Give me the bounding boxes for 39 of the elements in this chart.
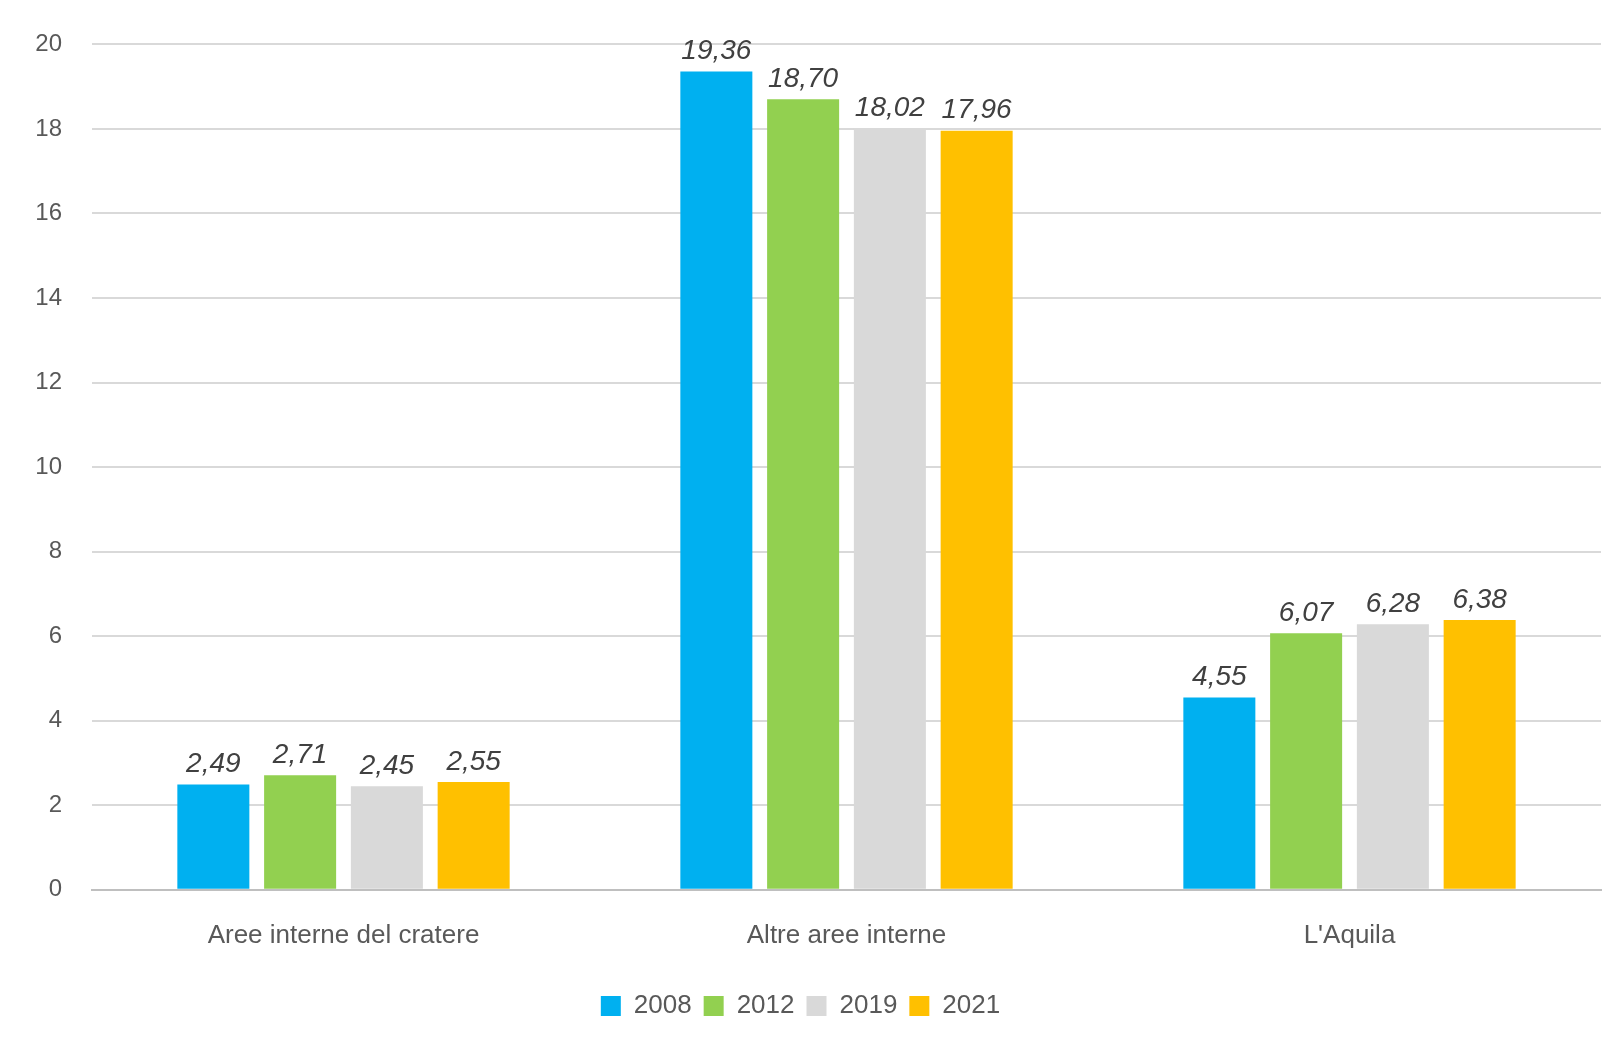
- data-label: 2,45: [358, 749, 415, 781]
- x-tick-label: Altre aree interne: [746, 918, 947, 949]
- y-tick-label: 20: [35, 29, 62, 57]
- y-tick-label: 4: [48, 705, 62, 733]
- data-label: 2,49: [185, 747, 241, 779]
- bar: [177, 784, 250, 889]
- x-tick-label: L'Aquila: [1303, 918, 1396, 949]
- bar: [1270, 633, 1343, 889]
- bar: [1183, 697, 1256, 889]
- legend-label: 2019: [839, 989, 898, 1020]
- y-tick-label: 2: [48, 789, 62, 817]
- y-tick-label: 16: [35, 198, 62, 226]
- data-label: 17,96: [941, 93, 1013, 125]
- bar: [264, 775, 337, 889]
- bar: [1443, 620, 1516, 889]
- legend-label: 2021: [942, 989, 1001, 1020]
- data-label: 18,02: [854, 90, 926, 122]
- data-label: 6,38: [1452, 582, 1508, 614]
- x-tick-label: Aree interne del cratere: [207, 918, 480, 949]
- data-label: 2,55: [445, 744, 502, 776]
- data-label: 2,71: [271, 738, 328, 770]
- bar: [940, 130, 1013, 889]
- bar: [767, 99, 840, 889]
- y-tick-label: 10: [35, 451, 62, 479]
- data-label: 6,28: [1365, 587, 1421, 619]
- data-label: 19,36: [681, 34, 752, 66]
- y-tick-label: 12: [35, 367, 62, 395]
- bar: [437, 782, 510, 889]
- bar: [680, 71, 753, 889]
- y-tick-label: 8: [48, 536, 62, 564]
- data-label: 4,55: [1192, 660, 1248, 692]
- data-label: 18,70: [768, 62, 839, 94]
- y-tick-label: 14: [35, 282, 62, 310]
- y-tick-label: 18: [35, 113, 62, 141]
- y-tick-label: 6: [48, 620, 62, 648]
- data-label: 6,07: [1278, 596, 1335, 628]
- legend-label: 2008: [633, 989, 692, 1020]
- y-tick-label: 0: [48, 874, 62, 902]
- legend-label: 2012: [736, 989, 795, 1020]
